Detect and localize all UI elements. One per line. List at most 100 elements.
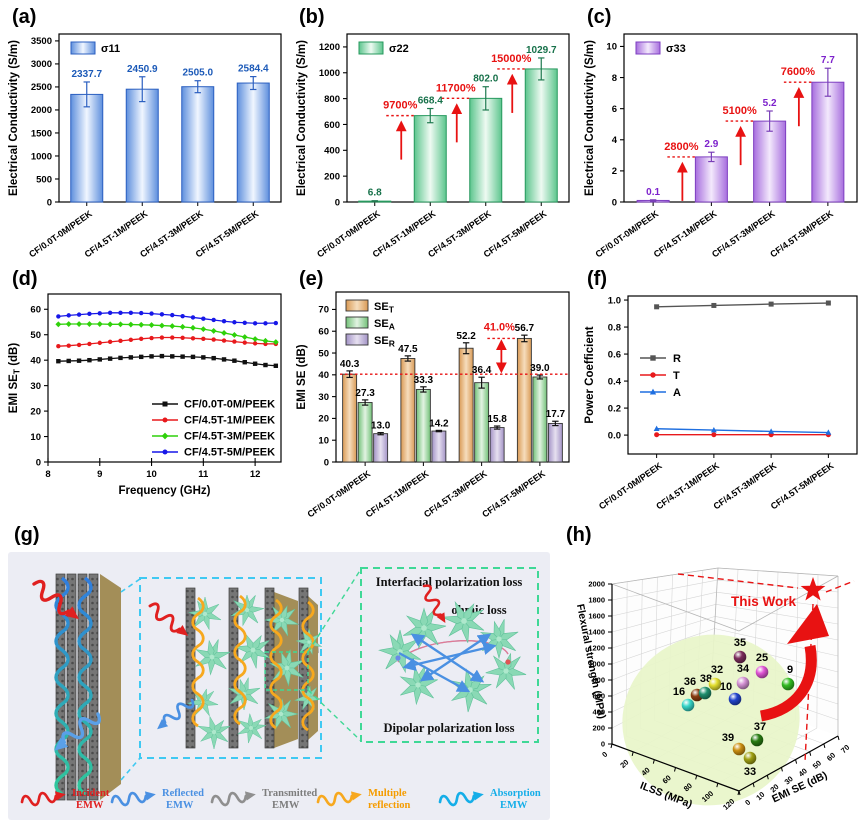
legend-swatch <box>345 299 369 312</box>
y-tick-label: 0.2 <box>608 403 621 414</box>
legend-label: SER <box>374 335 395 349</box>
y-tick-label: 70 <box>318 305 329 316</box>
bar-value-label: 1029.7 <box>526 45 557 56</box>
x-category-label: CF/4.5T-5M/PEEK <box>769 460 836 511</box>
y-tick-label: 200 <box>324 171 340 182</box>
bar-SET-3 <box>516 337 532 463</box>
legend-text: reflection <box>368 800 411 811</box>
schematic-legend: Incident EMW Reflected EMW Transmitted E… <box>19 787 541 811</box>
enhancement-annotation: 5100% <box>722 105 756 117</box>
y-tick-label: 50 <box>30 330 41 341</box>
panel-label-g: (g) <box>14 524 40 546</box>
polarization-ring <box>378 582 536 718</box>
legend-swatch <box>70 41 96 55</box>
panel-label-h: (h) <box>566 524 592 546</box>
legend-label: SET <box>374 301 395 315</box>
bar-value-label: 52.2 <box>456 331 476 342</box>
legend-text: EMW <box>272 800 300 811</box>
y-tick-label: 60 <box>30 305 41 316</box>
z-tick-label: 1800 <box>588 596 605 605</box>
bar-σ11-3 <box>236 82 270 203</box>
data-point-16 <box>681 698 695 712</box>
bar-value-label: 0.1 <box>646 187 660 198</box>
inset-callout-lines <box>120 578 141 781</box>
loss-mechanism-box <box>360 567 539 743</box>
emi-tick-label: 60 <box>825 751 837 763</box>
data-point-33 <box>743 751 757 765</box>
y-tick-label: 3000 <box>31 59 52 70</box>
y-tick-label: 1.0 <box>608 295 621 306</box>
legend-text: EMW <box>76 800 104 811</box>
bar-value-label: 2.9 <box>704 139 718 150</box>
series-line-CF/4.5T-1M/PEEK <box>58 336 276 347</box>
panel-c-bar-chart: 0 2 4 6 8 10 Electrical Conductivity (S/m) CF/0… <box>584 33 858 259</box>
y-tick-label: 10 <box>318 436 329 447</box>
green-zoom-box <box>264 651 309 691</box>
bar-value-label: 13.0 <box>371 421 391 432</box>
bar-value-label: 2584.4 <box>238 64 269 75</box>
panel-h-3d-scatter: 0200400600800100012001400160018002000020… <box>574 567 855 812</box>
y-tick-label: 8 <box>612 73 617 84</box>
plot-frame <box>58 33 282 203</box>
panel-label-c: (c) <box>587 6 612 28</box>
y-tick-label: 800 <box>324 94 340 105</box>
panel-label-f: (f) <box>587 268 607 290</box>
y-tick-label: 1000 <box>31 151 52 162</box>
y-axis-title: EMI SE (dB) <box>296 344 308 409</box>
x-category-label: CF/4.5T-1M/PEEK <box>652 208 719 259</box>
panel-d-line-chart: 0 10 20 30 40 50 60 EMI SET (dB) 8 9 10 11 12 Frequen… <box>8 293 282 497</box>
y-axis-title: Electrical Conductivity (S/m) <box>8 40 20 196</box>
bar-value-label: 36.4 <box>472 365 492 376</box>
ilss-tick-label: 20 <box>618 758 630 770</box>
z-tick-label: 400 <box>592 708 605 717</box>
emi-tick-label: 50 <box>811 759 823 771</box>
x-category-label: CF/0.0T-0M/PEEK <box>305 468 372 519</box>
bar-value-label: 39.0 <box>530 363 550 374</box>
this-work-arrowhead <box>787 604 829 644</box>
y-tick-label: 1000 <box>319 68 340 79</box>
z-tick-label: 2000 <box>588 580 605 589</box>
y-tick-label: 10 <box>30 432 41 443</box>
bar-σ11-1 <box>125 88 159 203</box>
bar-value-label: 17.7 <box>546 409 566 420</box>
legend-label: σ22 <box>389 43 409 55</box>
bar-value-label: 47.5 <box>398 344 418 355</box>
point-ref-label: 33 <box>744 766 756 778</box>
panel-label-e: (e) <box>299 268 324 290</box>
this-work-star <box>800 577 826 601</box>
y-tick-label: 0.4 <box>608 376 622 387</box>
this-work-arrow <box>759 645 817 722</box>
data-point-35 <box>733 650 747 664</box>
point-ref-label: 36 <box>684 676 696 688</box>
enhancement-annotation: 2800% <box>664 141 698 153</box>
legend-swatch <box>345 316 369 329</box>
y-tick-label: 0.6 <box>608 349 621 360</box>
legend-label: CF/4.5T-1M/PEEK <box>184 415 275 427</box>
legend-text: Multiple <box>368 788 407 799</box>
plot-frame <box>346 33 570 203</box>
z-tick-label: 0 <box>601 740 605 749</box>
x-tick-label: 8 <box>45 469 50 480</box>
z-tick-label: 1000 <box>588 660 605 669</box>
x-category-label: CF/4.5T-1M/PEEK <box>364 468 431 519</box>
bar-SER-3 <box>547 422 563 463</box>
y-tick-label: 2000 <box>31 105 52 116</box>
bar-SER-2 <box>489 427 505 463</box>
bar-value-label: 7.7 <box>821 55 835 66</box>
legend-text: Transmitted <box>262 788 317 799</box>
bar-σ11-0 <box>70 93 104 203</box>
point-ref-label: 25 <box>756 652 768 664</box>
x-tick-label: 11 <box>198 469 209 480</box>
z-tick-label: 1200 <box>588 644 605 653</box>
literature-cluster-ellipse <box>622 634 800 806</box>
y-tick-label: 50 <box>318 348 329 359</box>
y-tick-label: 600 <box>324 120 340 131</box>
bar-value-label: 15.8 <box>487 414 507 425</box>
laminate-stack <box>54 573 121 801</box>
x-category-label: CF/4.5T-3M/PEEK <box>422 468 489 519</box>
enhancement-annotation: 7600% <box>781 66 815 78</box>
legend-text: EMW <box>166 800 194 811</box>
point-ref-label: 9 <box>787 664 793 676</box>
bar-σ22-1 <box>413 115 447 203</box>
x-category-label: CF/4.5T-3M/PEEK <box>710 208 777 259</box>
